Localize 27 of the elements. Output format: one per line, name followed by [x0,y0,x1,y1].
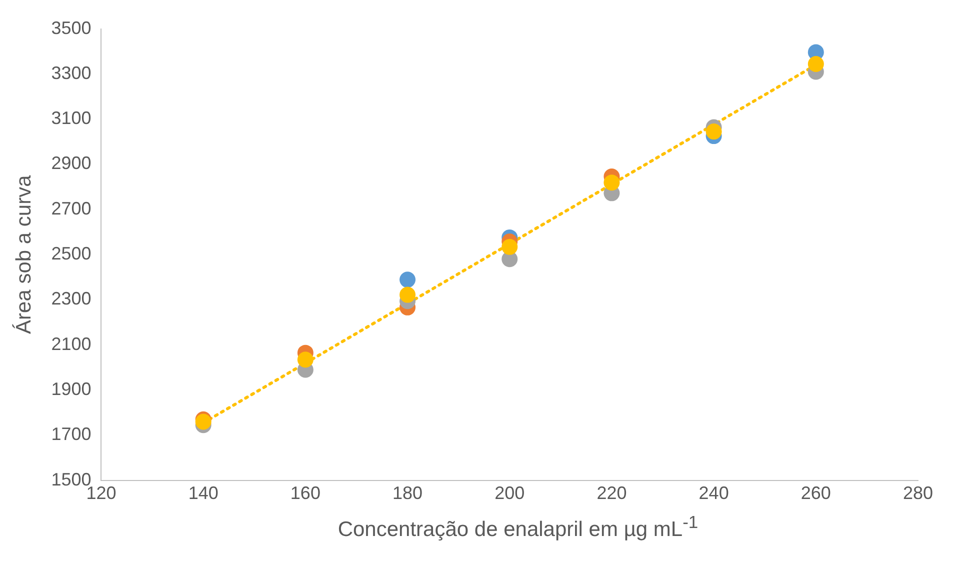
y-tick-label: 3500 [51,18,92,38]
y-tick-label: 2700 [51,198,92,218]
y-tick-label: 3300 [51,62,92,83]
x-tick-label: 180 [392,483,423,504]
x-tick-label: 160 [290,483,320,504]
point [808,56,824,72]
point [400,286,416,303]
point [706,124,722,140]
x-tick-label: 240 [698,483,729,504]
x-tick-label: 260 [800,483,831,504]
x-axis-title: Concentração de enalapril em µg mL$^{-1}$ [336,512,700,542]
y-tick-label: 2300 [51,288,92,309]
point [502,238,518,255]
y-tick-label: 3100 [51,108,92,128]
point [297,352,314,368]
y-tick-label: 2900 [51,153,92,174]
y-tick-label: 2500 [51,244,92,264]
point [604,174,620,191]
y-tick-label: 2100 [51,334,92,354]
y-tick-label: 1900 [51,379,92,400]
x-tick-label: 140 [188,483,218,504]
point [400,272,416,288]
x-tick-label: 280 [902,483,934,504]
y-tick-label: 1700 [51,424,92,444]
y-axis-title: Área sob a curva [11,174,36,334]
x-tick-label: 220 [596,483,627,504]
x-tick-label: 200 [494,483,525,504]
